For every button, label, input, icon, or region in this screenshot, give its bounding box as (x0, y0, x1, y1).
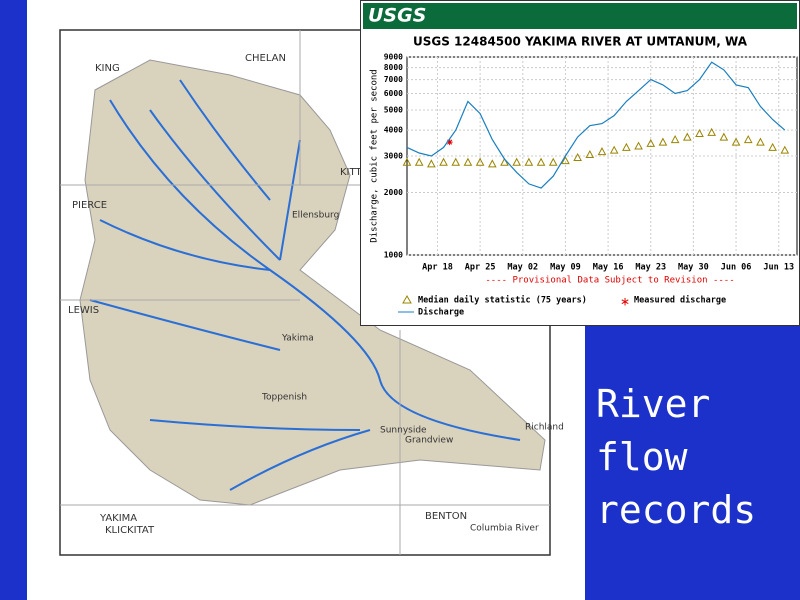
median-marker (536, 157, 546, 166)
median-marker (475, 157, 485, 166)
map-label: Ellensburg (292, 211, 339, 221)
map-label: Yakima (281, 334, 314, 344)
median-marker (585, 149, 595, 159)
x-tick-label: May 09 (550, 263, 581, 273)
rivers (89, 79, 521, 491)
map-label: CHELAN (245, 53, 286, 64)
map-label: PIERCE (72, 200, 107, 211)
discharge-line (406, 61, 786, 189)
y-tick-label: 1000 (384, 251, 403, 260)
y-tick-label: 4000 (384, 126, 403, 135)
median-marker (756, 137, 765, 146)
y-tick-label: 3000 (384, 152, 403, 161)
y-tick-label: 2000 (384, 188, 403, 197)
x-tick-label: Jun 06 (721, 263, 752, 273)
x-tick-label: Jun 13 (763, 263, 794, 273)
legend-label: Median daily statistic (75 years) (418, 295, 587, 306)
legend-label: Measured discharge (634, 295, 726, 306)
median-marker (768, 142, 777, 151)
map-label: YAKIMA (99, 513, 137, 524)
chart-title: USGS 12484500 YAKIMA RIVER AT UMTANUM, W… (413, 35, 748, 49)
header-bar (363, 3, 797, 29)
median-marker (646, 138, 656, 147)
median-marker (439, 157, 448, 166)
y-tick-label: 8000 (384, 63, 403, 72)
y-tick-label: 9000 (384, 53, 403, 62)
median-marker (402, 157, 412, 166)
median-marker (731, 137, 741, 146)
map-label: KLICKITAT (105, 525, 155, 536)
median-marker (487, 159, 497, 168)
median-marker (524, 157, 534, 166)
map-label: KING (95, 63, 120, 74)
y-tick-label: 6000 (384, 89, 403, 98)
median-marker (427, 159, 436, 168)
median-marker (634, 141, 643, 150)
slide-title: River flow records (596, 382, 757, 532)
median-marker (682, 132, 692, 141)
median-marker (451, 157, 461, 166)
chart: USGS USGS 12484500 YAKIMA RIVER AT UMTAN… (360, 0, 800, 326)
median-marker (670, 135, 680, 144)
map-label: Sunnyside (380, 426, 427, 436)
median-marker (573, 152, 582, 162)
x-tick-label: May 30 (678, 263, 709, 273)
map-label: BENTON (425, 511, 467, 522)
brand: USGS (368, 5, 426, 27)
median-marker (548, 157, 558, 166)
median-marker (622, 142, 631, 151)
y-tick-label: 5000 (384, 105, 403, 114)
median-marker (463, 157, 473, 166)
map-label: Grandview (405, 436, 453, 446)
legend-symbol (402, 294, 412, 304)
county-lines (60, 30, 550, 555)
map-label: LEWIS (68, 305, 99, 316)
median-marker (500, 157, 509, 166)
median-marker (780, 145, 790, 154)
map-label: Toppenish (261, 393, 307, 403)
median-marker (658, 137, 668, 146)
measured-marker (446, 139, 453, 146)
median-marker (561, 156, 570, 165)
median-marker (597, 147, 607, 156)
x-tick-label: May 02 (507, 263, 538, 273)
map-label: Columbia River (470, 524, 539, 534)
chart-subtitle: ---- Provisional Data Subject to Revisio… (485, 276, 734, 286)
median-marker (512, 157, 522, 166)
median-marker (695, 128, 704, 138)
median-marker (609, 145, 619, 154)
median-marker (719, 132, 729, 141)
x-tick-label: May 23 (635, 263, 666, 273)
x-tick-label: May 16 (593, 263, 624, 273)
y-axis-label: Discharge, cubic feet per second (370, 69, 380, 242)
x-tick-label: Apr 25 (465, 263, 496, 273)
legend-label: Discharge (418, 307, 464, 318)
x-tick-label: Apr 18 (422, 263, 453, 273)
median-marker (743, 135, 753, 144)
map-label: Richland (525, 423, 564, 433)
median-marker (707, 127, 717, 136)
chart-frame (360, 0, 800, 326)
basin (79, 59, 546, 506)
median-marker (414, 157, 424, 166)
y-tick-label: 7000 (384, 75, 403, 84)
legend-symbol: ∗ (620, 295, 630, 309)
